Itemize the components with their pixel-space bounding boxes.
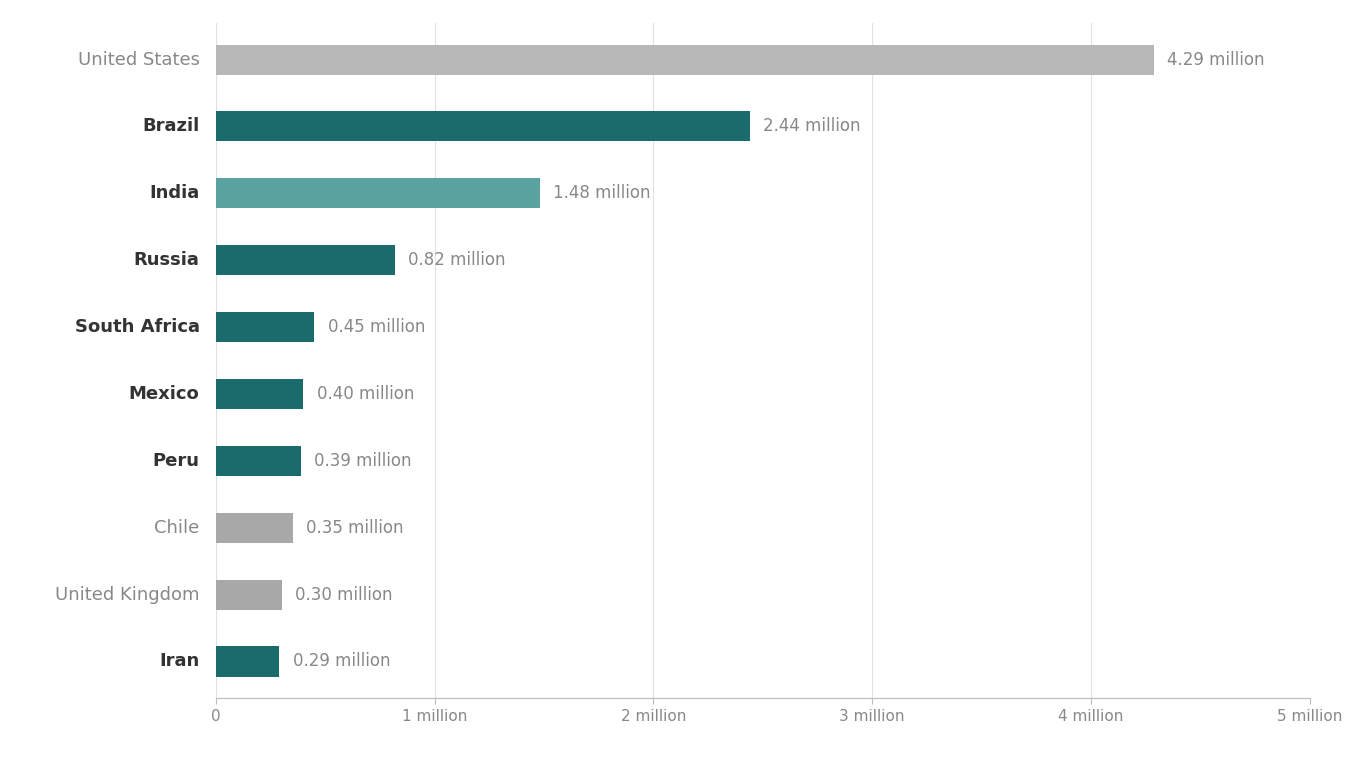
Bar [216,580,282,609]
Text: 0.35 million: 0.35 million [305,518,404,537]
Text: 4.29 million: 4.29 million [1168,51,1265,68]
Bar [216,112,749,141]
Text: United States: United States [77,51,200,68]
Text: 0.30 million: 0.30 million [294,586,393,603]
Text: Russia: Russia [134,251,200,269]
Text: Brazil: Brazil [142,118,200,135]
Bar [216,379,304,409]
Text: 0.40 million: 0.40 million [317,385,414,403]
Text: Iran: Iran [159,653,200,670]
Text: 1.48 million: 1.48 million [552,184,651,203]
Text: 0.45 million: 0.45 million [328,318,425,336]
Bar [216,647,279,676]
Text: Chile: Chile [154,518,200,537]
Text: India: India [150,184,200,203]
Bar [216,312,315,342]
Text: 0.29 million: 0.29 million [293,653,390,670]
Text: United Kingdom: United Kingdom [55,586,200,603]
Bar [216,45,1154,74]
Text: 0.39 million: 0.39 million [315,452,412,470]
Bar [216,178,540,209]
Bar [216,245,396,276]
Bar [216,512,293,543]
Text: Peru: Peru [153,452,200,470]
Bar [216,446,301,476]
Text: South Africa: South Africa [74,318,200,336]
Text: 2.44 million: 2.44 million [763,118,860,135]
Text: 0.82 million: 0.82 million [409,251,506,269]
Text: Mexico: Mexico [128,385,200,403]
